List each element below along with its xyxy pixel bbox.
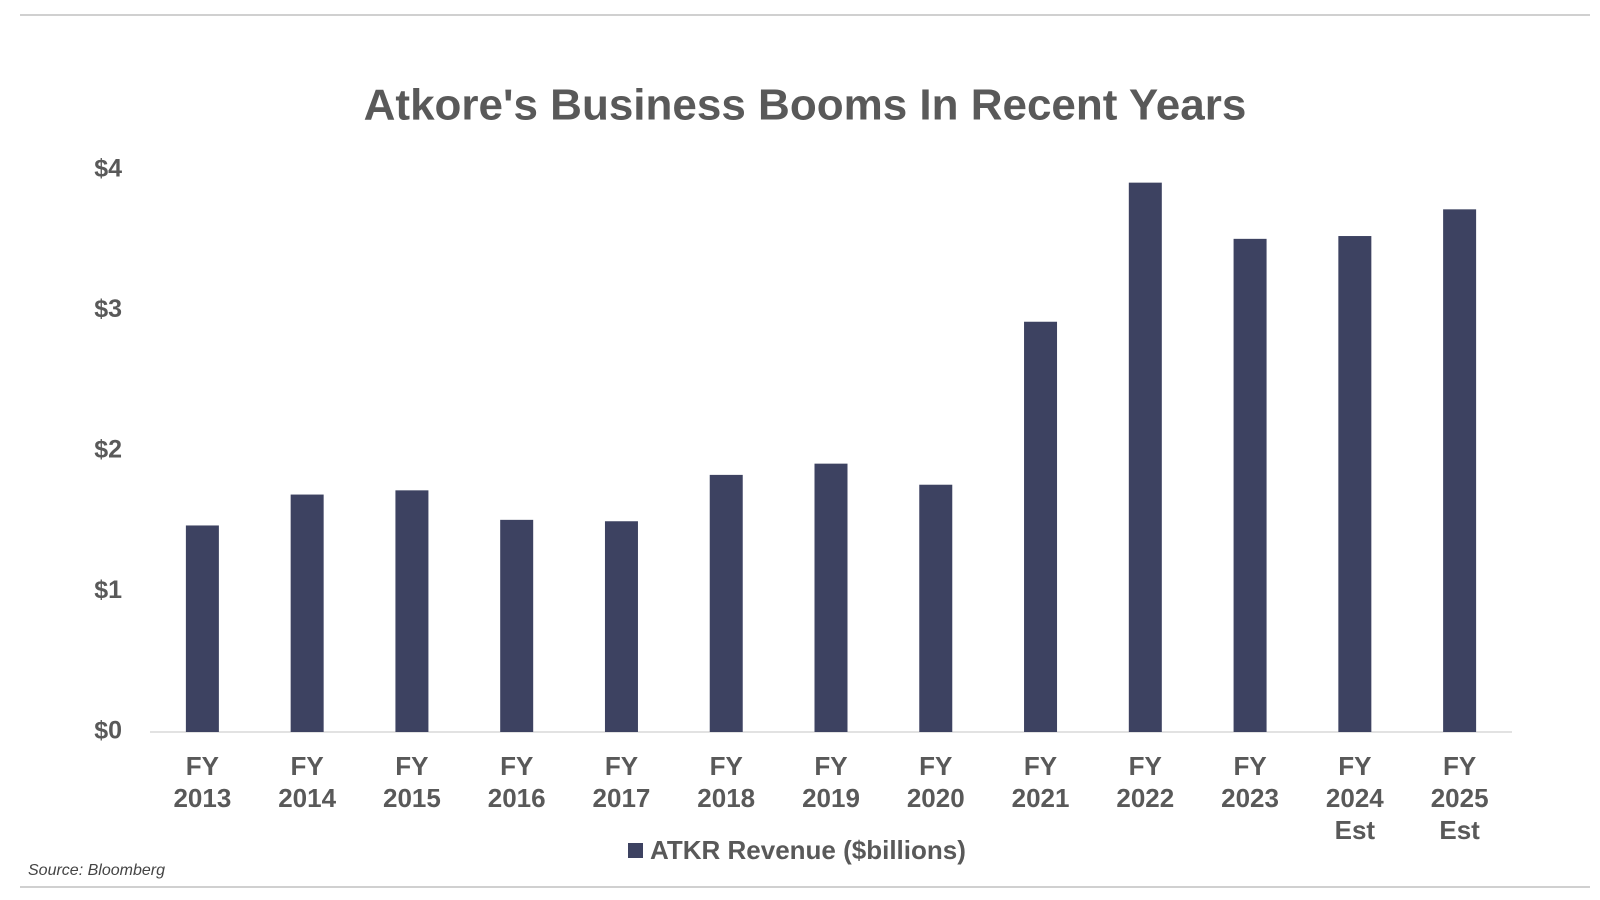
y-tick-label: $3 bbox=[94, 295, 122, 323]
x-tick-label: FY 2014 bbox=[278, 751, 337, 813]
bar bbox=[185, 525, 219, 732]
x-tick-label: FY 2018 bbox=[697, 751, 756, 813]
x-tick-label: FY 2024 Est bbox=[1325, 751, 1384, 845]
x-tick-label: FY 2015 bbox=[383, 751, 441, 813]
bar bbox=[604, 521, 638, 732]
bar bbox=[1338, 236, 1372, 732]
x-tick-label: FY 2013 bbox=[173, 751, 232, 813]
bar bbox=[1024, 321, 1058, 732]
bar bbox=[1128, 182, 1162, 732]
x-tick-label: FY 2025 Est bbox=[1430, 751, 1489, 845]
x-tick-label: FY 2020 bbox=[906, 751, 965, 813]
x-tick-label: FY 2017 bbox=[592, 751, 651, 813]
source: Source: Bloomberg bbox=[28, 862, 165, 879]
x-tick-label: FY 2016 bbox=[487, 751, 546, 813]
bar bbox=[814, 463, 848, 732]
legend-swatch bbox=[628, 843, 643, 858]
x-tick-label: FY 2021 bbox=[1011, 751, 1070, 813]
bar bbox=[1233, 238, 1267, 732]
y-tick-label: $1 bbox=[94, 576, 122, 604]
bar bbox=[709, 474, 743, 732]
bar bbox=[395, 490, 429, 732]
bar bbox=[1443, 209, 1477, 733]
chart-title: Atkore's Business Booms In Recent Years bbox=[364, 81, 1247, 130]
bar bbox=[500, 519, 534, 732]
y-tick-label: $4 bbox=[94, 155, 122, 183]
y-tick-label: $2 bbox=[94, 436, 122, 464]
bar bbox=[919, 484, 953, 732]
x-tick-label: FY 2022 bbox=[1116, 751, 1175, 813]
y-tick-label: $0 bbox=[94, 717, 122, 745]
legend-label: ATKR Revenue ($billions) bbox=[650, 835, 966, 865]
x-tick-label: FY 2023 bbox=[1221, 751, 1279, 813]
x-tick-label: FY 2019 bbox=[802, 751, 860, 813]
bar bbox=[290, 494, 324, 732]
